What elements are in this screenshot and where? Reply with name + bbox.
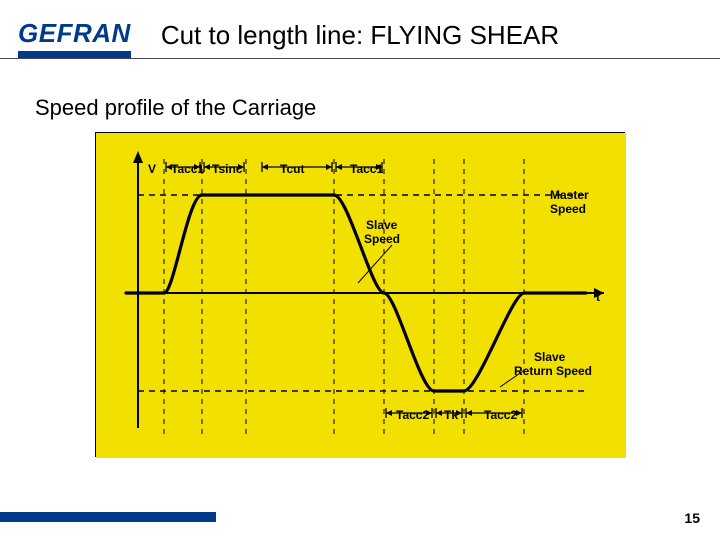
svg-text:Tacc2: Tacc2	[484, 408, 517, 422]
slide-subtitle: Speed profile of the Carriage	[35, 95, 316, 121]
svg-text:Tacc1: Tacc1	[350, 162, 383, 176]
svg-text:Speed: Speed	[364, 232, 400, 246]
svg-text:Tsinc: Tsinc	[212, 162, 243, 176]
svg-text:Tcut: Tcut	[280, 162, 304, 176]
svg-text:V: V	[148, 162, 156, 176]
svg-text:Slave: Slave	[534, 350, 566, 364]
page-number: 15	[684, 510, 700, 526]
svg-text:Master: Master	[550, 188, 589, 202]
svg-text:Tacc1: Tacc1	[171, 162, 204, 176]
svg-text:t: t	[596, 290, 600, 304]
brand-logo-underline	[18, 51, 131, 58]
svg-text:Speed: Speed	[550, 202, 586, 216]
svg-text:Tacc2: Tacc2	[396, 408, 429, 422]
svg-text:Slave: Slave	[366, 218, 398, 232]
slide-title: Cut to length line: FLYING SHEAR	[0, 20, 720, 51]
svg-text:Tk: Tk	[444, 408, 458, 422]
svg-text:Return Speed: Return Speed	[514, 364, 592, 378]
chart-svg: VTacc1TsincTcutTacc1MasterSpeedtSlaveSpe…	[96, 133, 626, 458]
title-rule	[0, 58, 720, 59]
speed-profile-chart: VTacc1TsincTcutTacc1MasterSpeedtSlaveSpe…	[95, 132, 625, 457]
footer-bar	[0, 512, 216, 522]
